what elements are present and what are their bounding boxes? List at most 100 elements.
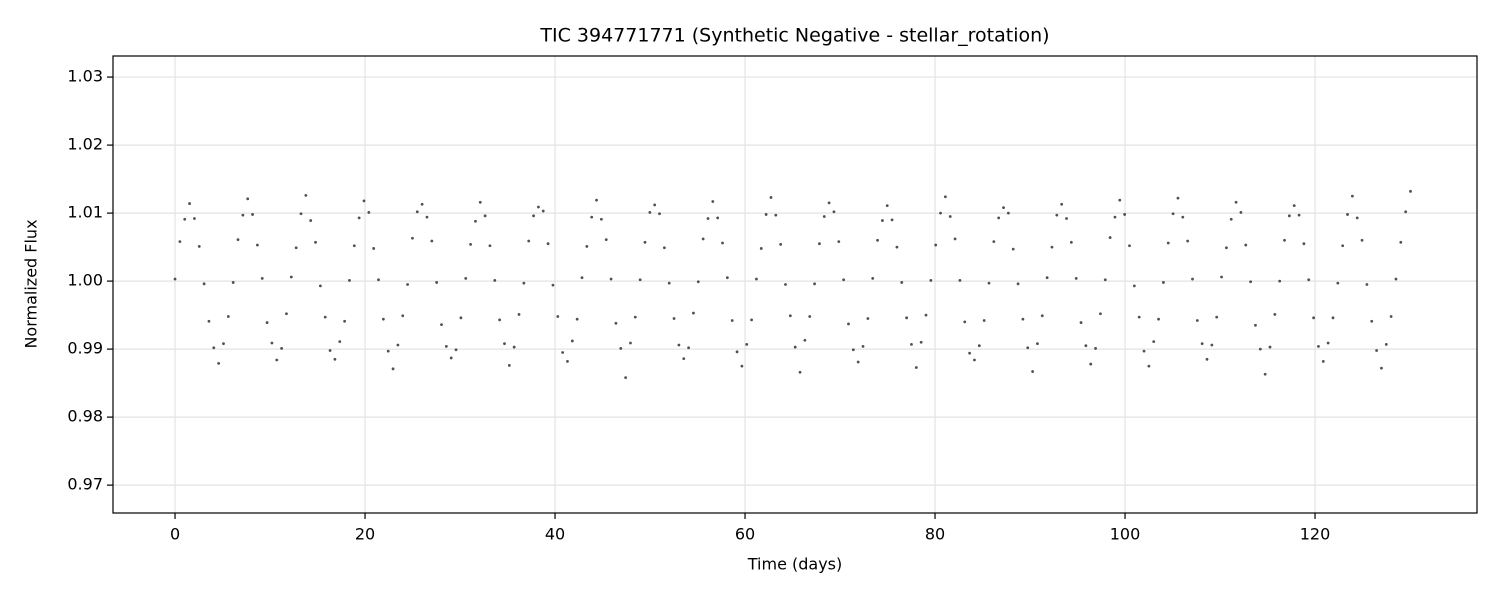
data-point — [226, 315, 230, 318]
data-point — [900, 281, 904, 284]
data-point — [1157, 317, 1160, 321]
data-point — [348, 279, 351, 282]
data-point — [430, 239, 434, 243]
data-point — [1108, 236, 1112, 239]
data-point — [507, 364, 511, 367]
data-point — [1074, 276, 1078, 280]
data-point — [1210, 343, 1214, 347]
data-point — [294, 246, 298, 250]
data-point — [1137, 315, 1141, 319]
data-point — [328, 349, 332, 352]
data-point — [338, 340, 342, 344]
data-point — [1307, 278, 1311, 282]
data-point — [318, 284, 322, 288]
data-point — [953, 237, 957, 241]
data-point — [265, 321, 269, 324]
data-point — [958, 279, 962, 282]
data-point — [188, 202, 191, 205]
data-point — [1011, 247, 1015, 251]
data-point — [1399, 240, 1403, 244]
data-point — [585, 245, 589, 248]
data-point — [391, 367, 395, 371]
data-point — [662, 246, 666, 250]
data-point — [856, 360, 860, 364]
data-point — [919, 340, 923, 344]
data-point — [721, 241, 724, 245]
y-tick-label: 1.00 — [67, 271, 103, 290]
data-point — [992, 240, 996, 244]
data-point — [653, 203, 657, 207]
data-point — [1244, 243, 1248, 247]
data-point — [672, 317, 676, 320]
data-point — [1142, 349, 1146, 353]
data-point — [871, 276, 875, 280]
data-point — [546, 242, 550, 246]
data-point — [793, 345, 797, 349]
data-point — [1171, 212, 1175, 216]
data-point — [1254, 323, 1257, 327]
data-point — [580, 276, 584, 280]
data-point — [420, 202, 424, 206]
data-point — [1375, 349, 1378, 352]
data-point — [701, 237, 705, 241]
data-point — [1176, 196, 1180, 200]
data-point — [522, 281, 526, 285]
data-point — [483, 214, 487, 218]
data-point — [440, 323, 443, 327]
data-point — [861, 344, 865, 348]
data-point — [764, 213, 768, 216]
data-point — [740, 364, 744, 368]
data-point — [842, 278, 846, 282]
data-point — [570, 339, 574, 343]
data-point — [696, 280, 700, 284]
data-point — [1224, 246, 1228, 250]
data-point — [599, 217, 603, 221]
data-point — [561, 351, 565, 354]
data-point — [1287, 214, 1291, 218]
data-point — [643, 240, 647, 244]
data-point — [1394, 277, 1398, 281]
data-point — [716, 216, 720, 220]
data-point — [1360, 238, 1364, 242]
data-point — [1389, 315, 1393, 318]
data-point — [178, 240, 182, 244]
data-point — [255, 243, 259, 247]
data-point — [246, 197, 250, 201]
x-axis-label: Time (days) — [747, 555, 843, 574]
data-point — [173, 277, 177, 281]
data-point — [474, 219, 477, 223]
data-point — [541, 209, 545, 213]
data-point — [1002, 206, 1005, 210]
data-point — [333, 357, 337, 361]
data-point — [1045, 276, 1049, 280]
data-point — [202, 282, 206, 286]
data-point — [682, 357, 686, 361]
x-tick-label: 60 — [735, 525, 755, 544]
data-point — [808, 315, 812, 318]
data-point — [822, 215, 826, 218]
data-point — [454, 348, 458, 352]
data-point — [779, 242, 783, 246]
data-point — [1181, 215, 1185, 219]
data-point — [231, 281, 235, 284]
data-point — [1283, 238, 1286, 242]
data-point — [687, 346, 691, 350]
data-point — [948, 215, 952, 218]
data-point — [890, 218, 894, 222]
data-point — [352, 244, 356, 248]
data-point — [309, 219, 313, 222]
y-tick-label: 0.98 — [67, 407, 103, 426]
data-point — [629, 341, 632, 345]
data-point — [1036, 342, 1039, 346]
data-point — [275, 358, 279, 362]
data-point — [1321, 359, 1325, 363]
data-point — [818, 242, 821, 246]
x-tick-label: 80 — [925, 525, 945, 544]
data-point — [1370, 319, 1374, 323]
data-point — [381, 317, 385, 321]
data-point — [730, 319, 734, 322]
data-point — [323, 315, 327, 319]
data-point — [755, 277, 758, 281]
data-point — [1384, 342, 1388, 346]
